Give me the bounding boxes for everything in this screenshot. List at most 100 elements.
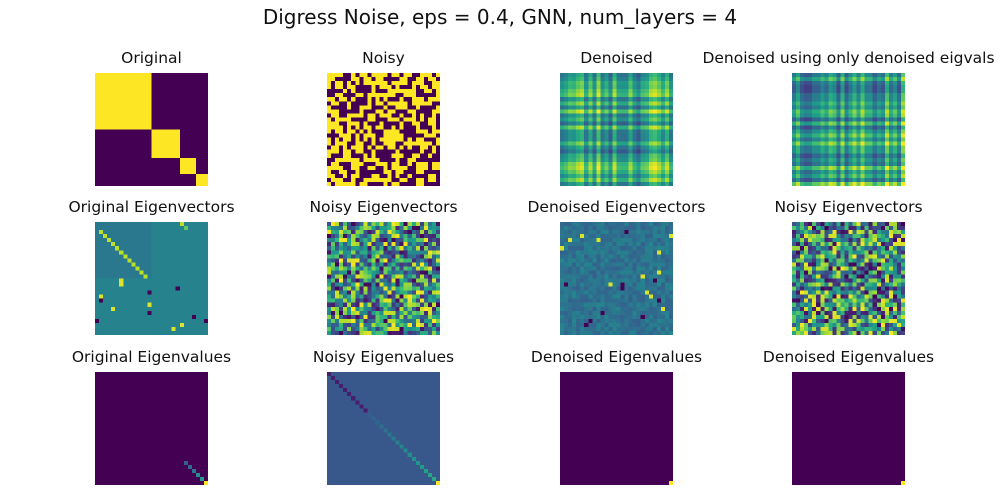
heatmap-cell [580,230,585,235]
heatmap-cell [431,274,437,279]
heatmap-cell [203,270,208,275]
heatmap-cell [191,326,196,332]
heatmap-cell [588,117,593,122]
heatmap-cell [656,129,661,134]
heatmap-cell [347,109,352,114]
heatmap-cell [379,226,384,231]
heatmap-cell [580,129,585,134]
heatmap-cell [111,181,116,186]
heatmap-cell [187,270,192,275]
heatmap-cell [419,157,424,162]
heatmap-cell [363,105,368,110]
heatmap-cell [147,246,152,251]
heatmap-cell [339,97,344,102]
heatmap-cell [175,302,180,307]
heatmap-cell [383,306,388,311]
heatmap-cell [844,101,849,106]
heatmap-cell [95,153,100,158]
heatmap-cell [828,77,833,82]
heatmap-cell [427,258,433,263]
heatmap-cell [628,169,633,174]
heatmap-cell [95,121,100,126]
heatmap-cell [640,242,645,247]
heatmap-cell [203,238,208,243]
heatmap-cell [103,177,108,183]
heatmap-cell [828,121,833,126]
heatmap-cell [612,238,617,243]
heatmap-cell [395,282,400,287]
heatmap-cell [640,157,645,162]
heatmap-cell [660,133,666,138]
heatmap-cell [387,302,392,307]
heatmap-cell [876,117,881,122]
heatmap-cell [804,133,809,138]
heatmap-cell [167,226,172,231]
heatmap-cell [375,322,380,328]
heatmap-cell [415,254,420,259]
heatmap-cell [431,97,437,102]
heatmap-cell [107,89,112,94]
heatmap-cell [656,105,661,110]
heatmap-cell [187,173,192,179]
heatmap-cell [564,113,569,118]
heatmap-cell [159,165,164,170]
heatmap-cell [351,250,356,255]
heatmap-cell [616,133,621,138]
heatmap-cell [339,242,344,247]
heatmap-cell [371,77,376,82]
heatmap-cell [127,318,132,323]
heatmap-cell [652,161,657,166]
heatmap-cell [836,113,841,118]
heatmap-cell [119,129,124,134]
heatmap-cell [99,298,104,303]
heatmap-cell [844,141,849,146]
heatmap-cell [660,73,666,78]
heatmap-cell [395,129,400,134]
heatmap-cell [143,137,148,142]
heatmap-cell [576,157,581,162]
heatmap-cell [608,73,613,78]
heatmap-cell [115,246,120,251]
heatmap-cell [127,286,132,291]
heatmap-cell [155,177,160,183]
heatmap-cell [359,97,364,102]
heatmap-cell [359,302,364,307]
heatmap-cell [664,250,670,255]
heatmap-cell [804,173,809,179]
heatmap-cell [343,298,348,303]
heatmap-cell [347,242,352,247]
heatmap-cell [151,230,156,235]
heatmap-cell [127,133,132,138]
heatmap-cell [379,81,384,86]
heatmap-cell [652,101,657,106]
heatmap-cell [391,238,396,243]
heatmap-cell [568,234,573,239]
heatmap-cell [363,318,368,323]
heatmap-cell [600,77,605,82]
heatmap-cell [620,105,625,110]
heatmap-cell [359,314,364,319]
heatmap-cell [411,222,416,227]
heatmap-cell [159,226,164,231]
heatmap-cell [147,157,152,162]
heatmap-cell [391,93,396,98]
heatmap-cell [347,73,352,78]
heatmap-cell [131,173,136,179]
heatmap-cell [175,282,180,287]
heatmap-cell [195,181,201,186]
heatmap-cell [592,230,597,235]
heatmap-cell [355,77,360,82]
heatmap-cell [872,153,877,158]
heatmap-cell [103,230,108,235]
heatmap-cell [668,173,673,179]
heatmap-cell [668,161,673,166]
heatmap-cell [407,161,412,166]
heatmap-cell [796,125,801,130]
heatmap-cell [351,77,356,82]
heatmap-cell [187,149,192,154]
heatmap-cell [664,238,670,243]
heatmap-cell [640,246,645,251]
heatmap-cell [411,153,416,158]
heatmap-cell [596,121,601,126]
heatmap-cell [191,234,196,239]
